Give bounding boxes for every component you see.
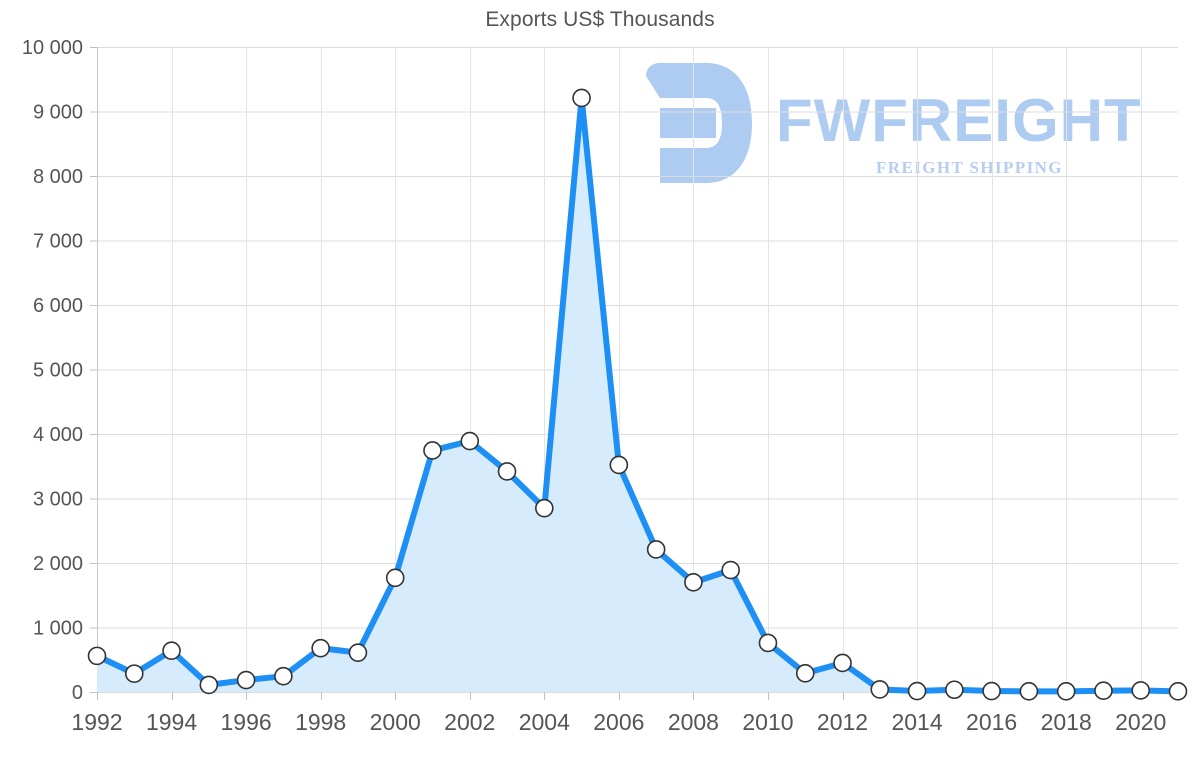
x-axis-tick-label: 2006 [593,709,644,735]
y-axis-tick-label: 4 000 [33,424,83,446]
area-fill [97,97,1178,692]
data-point-marker[interactable] [535,498,554,518]
x-axis-tick-label: 1998 [295,709,346,735]
data-point-marker[interactable] [236,670,256,690]
data-point-marker[interactable] [1019,682,1039,701]
x-axis-tick-label: 2004 [519,709,570,735]
data-point-marker[interactable] [199,675,219,695]
data-point-marker[interactable] [385,568,405,588]
data-point-marker[interactable] [162,641,181,661]
y-axis-tick-label: 8 000 [33,166,83,188]
data-point-marker[interactable] [87,646,107,666]
data-point-marker[interactable] [721,560,740,580]
x-axis-tick-label: 2020 [1115,709,1166,735]
data-point-marker[interactable] [945,680,964,700]
y-axis-tick-label: 7 000 [33,231,83,253]
x-axis-tick-label: 2008 [668,709,719,735]
x-axis-tick-label: 2000 [370,709,421,735]
x-axis-tick-label: 2012 [817,709,868,735]
data-point-marker[interactable] [609,455,629,475]
y-axis-tick-label: 3 000 [33,489,83,511]
data-point-marker[interactable] [311,638,330,658]
data-point-marker[interactable] [572,88,591,108]
y-axis-tick-label: 0 [72,682,83,704]
x-axis-labels: 1992 1994 1996 1998 2000 2002 2004 2006 2008 2010… [71,709,1166,735]
gridlines [90,47,1178,700]
data-point-marker[interactable] [907,681,927,701]
y-axis-tick-label: 10 000 [22,37,83,59]
x-axis-tick-label: 2016 [966,709,1017,735]
y-axis-tick-label: 1 000 [33,618,83,640]
x-axis-tick-label: 1996 [221,709,272,735]
x-axis-tick-label: 2002 [444,709,495,735]
data-point-marker[interactable] [795,663,815,683]
data-point-marker[interactable] [684,573,703,592]
data-markers [87,88,1188,701]
y-axis-tick-label: 5 000 [33,360,83,382]
data-point-marker[interactable] [1094,681,1113,701]
data-point-marker[interactable] [758,633,778,653]
y-axis-tick-label: 9 000 [33,102,83,124]
chart-title: Exports US$ Thousands [485,8,715,31]
y-axis-labels: 10 000 9 000 8 000 7 000 6 000 5 000 4 000 3 00… [22,37,83,704]
data-point-marker[interactable] [274,666,293,686]
data-point-marker[interactable] [423,441,442,460]
x-axis-tick-label: 2018 [1041,709,1092,735]
x-axis-tick-label: 2010 [742,709,793,735]
data-point-marker[interactable] [348,643,368,662]
y-axis-tick-label: 6 000 [33,295,83,317]
data-point-marker[interactable] [870,680,890,699]
x-axis-tick-label: 1992 [71,709,122,735]
data-point-marker[interactable] [497,462,517,481]
data-point-marker[interactable] [1168,682,1188,701]
data-point-marker[interactable] [646,540,666,559]
data-point-marker[interactable] [460,431,480,451]
data-point-marker[interactable] [1131,681,1151,700]
data-point-marker[interactable] [1056,682,1076,701]
data-point-marker[interactable] [982,681,1001,701]
y-axis-tick-label: 2 000 [33,553,83,575]
data-point-marker[interactable] [833,653,852,673]
data-point-marker[interactable] [124,664,144,683]
x-axis-tick-label: 2014 [891,709,942,735]
x-axis-tick-label: 1994 [146,709,197,735]
